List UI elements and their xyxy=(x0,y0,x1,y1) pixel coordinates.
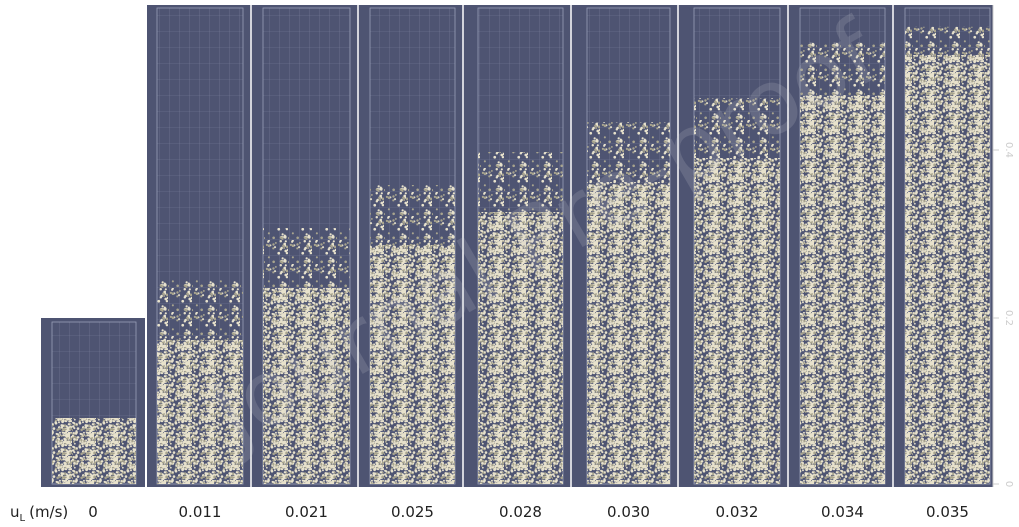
velocity-value: 0 xyxy=(88,503,98,521)
velocity-value: 0.025 xyxy=(391,503,434,521)
particle-fringe xyxy=(263,228,350,288)
height-tick-label: 0.4 xyxy=(1003,142,1014,158)
particle-fringe xyxy=(157,280,243,340)
velocity-value: 0.021 xyxy=(285,503,328,521)
velocity-axis-label: uL(m/s) xyxy=(10,503,68,524)
particle-bed xyxy=(52,418,136,484)
figure-canvas: uL(m/s) 0 0.011 0.021 0.025 0.028 0.030 0.032 0… xyxy=(0,0,1019,527)
velocity-value: 0.030 xyxy=(607,503,650,521)
figure: uL(m/s) 0 0.011 0.021 0.025 0.028 0.030 0.032 0… xyxy=(0,0,1019,527)
particle-bed xyxy=(694,158,780,484)
velocity-value: 0.034 xyxy=(821,503,864,521)
velocity-value: 0.011 xyxy=(179,503,222,521)
velocity-value: 0.035 xyxy=(926,503,969,521)
velocity-value: 0.028 xyxy=(499,503,542,521)
velocity-value: 0.032 xyxy=(716,503,759,521)
height-tick-label: 0.2 xyxy=(1003,310,1014,326)
particle-fringe xyxy=(905,27,990,55)
particle-bed xyxy=(800,95,885,484)
particle-bed xyxy=(905,55,990,484)
height-tick-label: 0 xyxy=(1003,481,1014,487)
